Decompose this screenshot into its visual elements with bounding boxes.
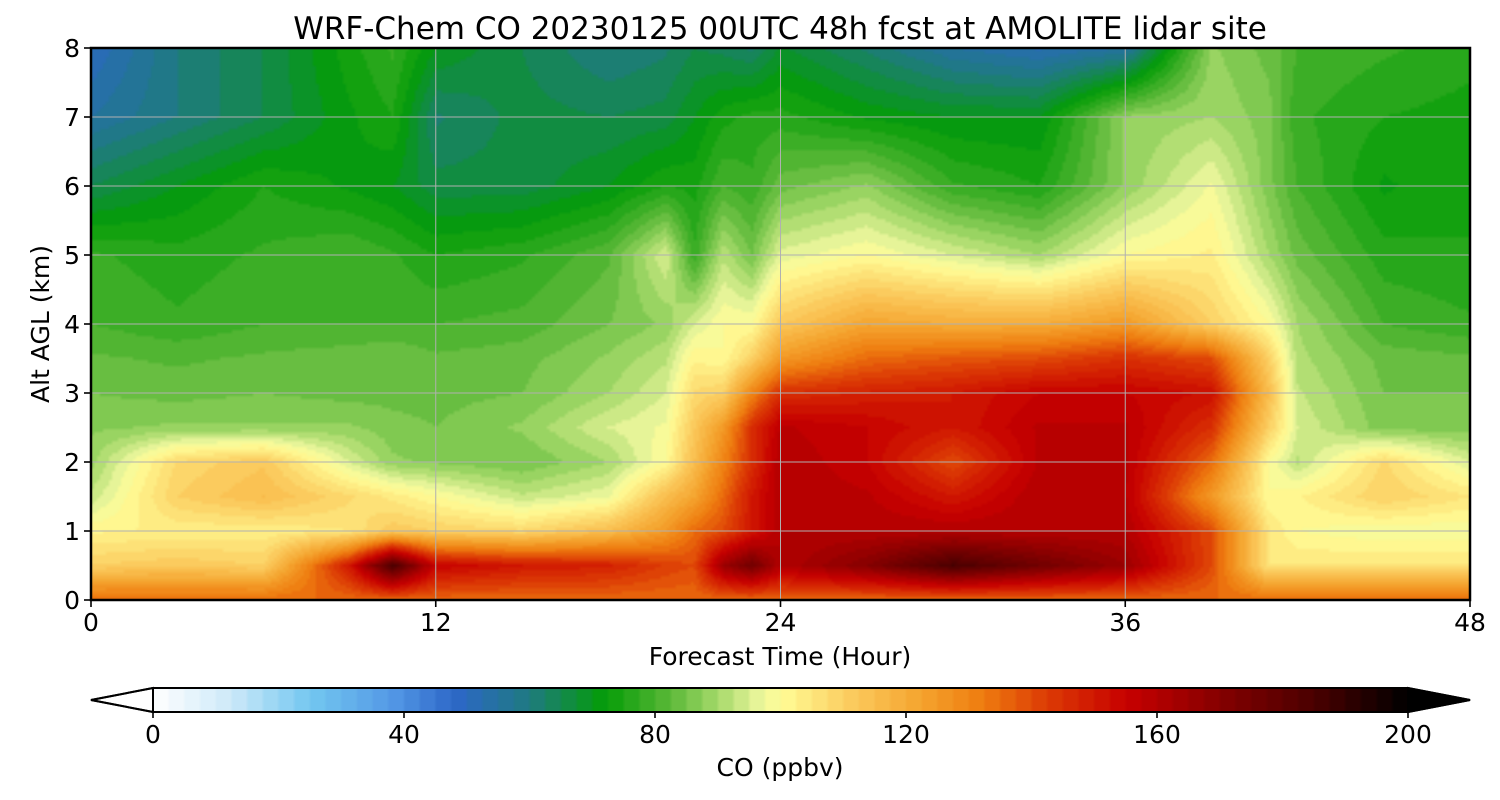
colorbar-tick-label: 200 xyxy=(1384,720,1432,749)
colorbar-tick-label: 160 xyxy=(1133,720,1181,749)
colorbar-tick-label: 0 xyxy=(145,720,161,749)
colorbar-tick-label: 40 xyxy=(388,720,420,749)
colorbar-tick-label: 120 xyxy=(882,720,930,749)
x-tick-label: 12 xyxy=(420,608,452,637)
chart-title: WRF-Chem CO 20230125 00UTC 48h fcst at A… xyxy=(293,11,1267,47)
x-axis: 0 12 24 36 48 xyxy=(83,600,1486,637)
x-tick-label: 24 xyxy=(765,608,797,637)
y-tick-label: 7 xyxy=(64,103,80,132)
y-axis: 0 1 2 3 4 5 6 7 8 xyxy=(64,34,91,615)
colorbar-ticks: 0 40 80 120 160 200 xyxy=(145,712,1432,749)
y-axis-label: Alt AGL (km) xyxy=(26,245,55,403)
x-axis-label: Forecast Time (Hour) xyxy=(649,642,912,671)
y-tick-label: 3 xyxy=(64,379,80,408)
colorbar-extend-low xyxy=(90,686,154,714)
y-tick-label: 4 xyxy=(64,310,80,339)
colorbar-tick-label: 80 xyxy=(639,720,671,749)
y-tick-label: 2 xyxy=(64,448,80,477)
x-tick-label: 0 xyxy=(83,608,99,637)
y-tick-label: 0 xyxy=(64,586,80,615)
colorbar: 0 40 80 120 160 200 CO (ppbv) xyxy=(90,686,1471,782)
colorbar-label: CO (ppbv) xyxy=(717,753,844,782)
colorbar-gradient xyxy=(153,688,1408,712)
y-tick-label: 5 xyxy=(64,241,80,270)
y-tick-label: 8 xyxy=(64,34,80,63)
y-tick-label: 1 xyxy=(64,517,80,546)
y-tick-label: 6 xyxy=(64,172,80,201)
x-tick-label: 36 xyxy=(1109,608,1141,637)
colorbar-extend-high xyxy=(1407,686,1471,714)
x-tick-label: 48 xyxy=(1454,608,1486,637)
